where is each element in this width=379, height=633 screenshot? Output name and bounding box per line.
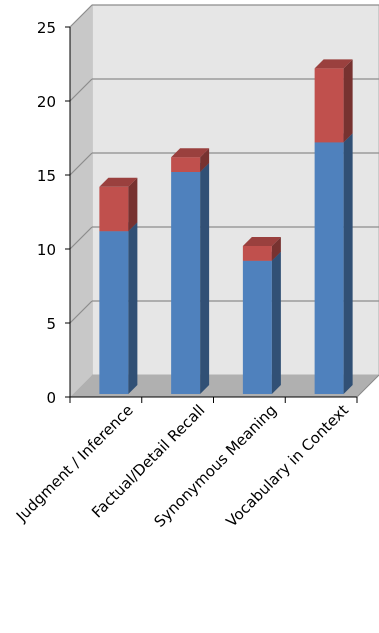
gridline-left — [69, 152, 93, 176]
bar-side — [200, 148, 210, 172]
y-tick-label: 5 — [46, 315, 56, 333]
bar-segment — [242, 237, 281, 261]
y-tick-label: 10 — [37, 241, 56, 259]
bar-front — [242, 246, 272, 261]
bar-segment — [99, 222, 138, 394]
bar-front — [99, 231, 129, 394]
bar-top — [314, 59, 353, 69]
bar-side — [128, 177, 138, 232]
left-wall — [70, 5, 92, 397]
bar-side — [200, 163, 210, 394]
gridline-left — [69, 4, 93, 28]
floor — [70, 375, 379, 397]
y-axis: 0 5 10 15 20 25 — [37, 19, 71, 407]
bar-segment — [171, 148, 210, 172]
floor-edge — [356, 374, 379, 398]
y-tick-label: 20 — [37, 93, 56, 111]
bar-segment — [99, 177, 138, 232]
bar-side — [343, 59, 353, 143]
bar-top — [242, 237, 281, 246]
category-label: Synonymous Meaning — [151, 401, 281, 531]
bar-top — [171, 148, 210, 158]
bar-front — [314, 142, 344, 394]
bar-side — [343, 133, 353, 394]
bars — [99, 59, 353, 394]
bar-segment — [171, 163, 210, 394]
plot-walls — [70, 4, 379, 397]
bar-front — [99, 186, 129, 232]
bar-front — [314, 68, 344, 143]
y-tick-label: 0 — [46, 389, 56, 407]
y-tick-label: 15 — [37, 167, 56, 185]
bar-side — [271, 251, 281, 394]
y-tick-label: 25 — [37, 19, 56, 37]
bar-side — [128, 222, 138, 394]
bar-front — [171, 172, 201, 394]
bar-side — [271, 237, 281, 261]
bar-front — [171, 157, 201, 172]
bar-segment — [314, 133, 353, 394]
gridline-left — [69, 78, 93, 102]
bar-segment — [242, 251, 281, 394]
bar-segment — [314, 59, 353, 143]
gridline-left — [69, 300, 93, 324]
category-label: Judgment / Inference — [12, 401, 137, 526]
category-label: Vocabulary in Context — [222, 401, 352, 531]
bar-top — [99, 177, 138, 187]
bar-front — [242, 260, 272, 394]
gridline-left — [69, 226, 93, 250]
